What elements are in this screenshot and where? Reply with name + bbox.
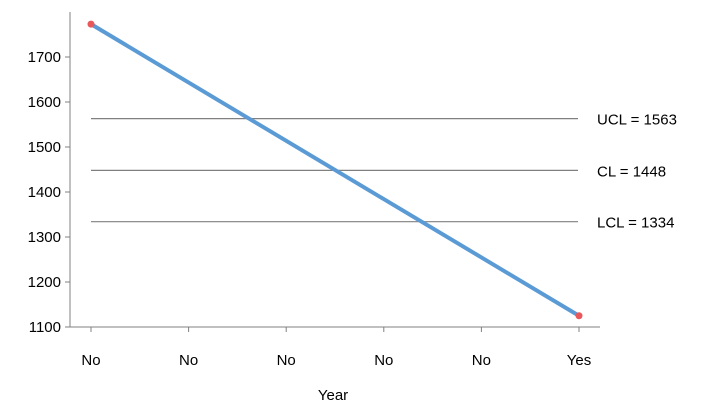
x-tick-label: No xyxy=(374,352,393,369)
y-tick-label: 1500 xyxy=(28,139,61,156)
data-point xyxy=(87,20,95,28)
series-line xyxy=(89,22,581,318)
x-tick-label: No xyxy=(179,352,198,369)
x-tick-label: No xyxy=(472,352,491,369)
y-tick-label: 1100 xyxy=(29,319,61,336)
x-ticks: No No No No No Yes xyxy=(81,327,591,369)
data-point xyxy=(575,312,583,320)
x-tick-label: Yes xyxy=(567,352,591,369)
control-lines: UCL = 1563 CL = 1448 LCL = 1334 xyxy=(91,112,677,232)
y-tick-label: 1200 xyxy=(28,274,61,291)
y-tick-label: 1600 xyxy=(28,94,61,111)
series-layer xyxy=(87,20,583,320)
control-line-label: LCL = 1334 xyxy=(597,215,674,232)
y-tick-label: 1300 xyxy=(28,229,61,246)
x-tick-label: No xyxy=(81,352,100,369)
x-tick-label: No xyxy=(277,352,296,369)
y-tick-label: 1400 xyxy=(28,184,61,201)
y-tick-label: 1700 xyxy=(28,49,61,66)
control-line-label: CL = 1448 xyxy=(597,163,666,180)
x-axis-title: Year xyxy=(318,387,348,404)
control-line-label: UCL = 1563 xyxy=(597,112,677,129)
y-ticks: 1100 1200 1300 1400 1500 1600 1700 xyxy=(28,49,70,336)
